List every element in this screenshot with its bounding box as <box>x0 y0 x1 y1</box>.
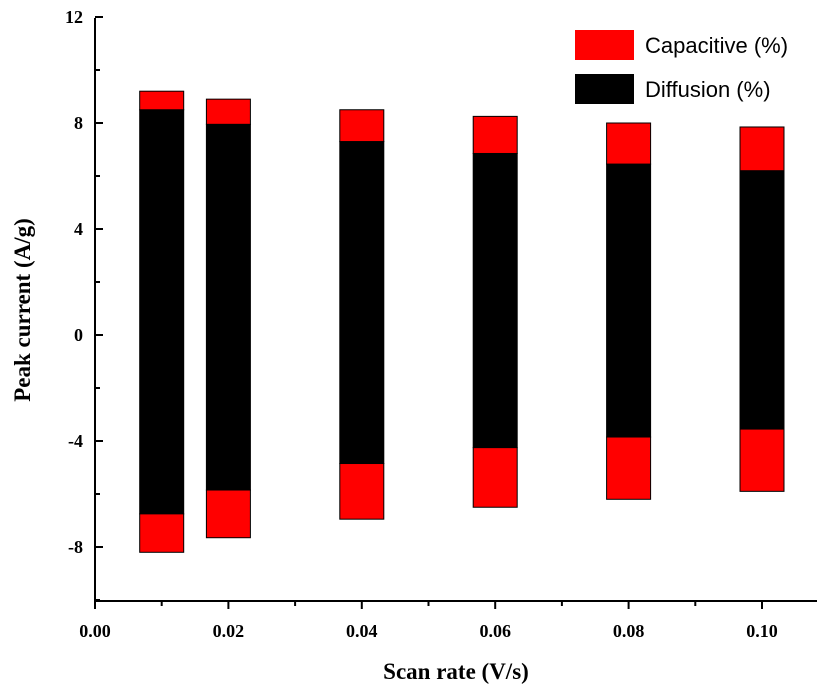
x-tick-label: 0.02 <box>213 621 245 641</box>
legend: Capacitive (%) Diffusion (%) <box>575 30 788 104</box>
y-tick-label: 0 <box>74 325 83 345</box>
bar-diffusion <box>339 141 385 465</box>
bar-capacitive-upper <box>739 126 785 172</box>
legend-swatch-diffusion <box>575 74 634 104</box>
y-tick-label: 8 <box>74 113 83 133</box>
axis-ticks: 12 8 4 0 -4 -8 0.00 0.02 0.04 0.06 0.08 0.10 <box>65 7 778 641</box>
bar-diffusion <box>472 152 518 449</box>
bar-diffusion <box>739 170 785 430</box>
bar-capacitive-upper <box>139 90 185 111</box>
bar-capacitive-lower <box>339 463 385 520</box>
y-axis-title: Peak current (A/g) <box>10 218 35 402</box>
bars <box>139 90 785 553</box>
bar-capacitive-upper <box>606 122 652 165</box>
x-tick-label: 0.00 <box>79 621 111 641</box>
bar-diffusion <box>139 109 185 515</box>
y-tick-label: -8 <box>68 537 83 557</box>
x-tick-label: 0.04 <box>346 621 378 641</box>
x-tick-label: 0.10 <box>746 621 778 641</box>
y-tick-label: 4 <box>74 219 83 239</box>
legend-label-capacitive: Capacitive (%) <box>645 33 788 58</box>
y-tick-label: -4 <box>68 431 83 451</box>
y-tick-label: 12 <box>65 7 83 27</box>
bar-capacitive-lower <box>739 428 785 492</box>
bar-capacitive-lower <box>139 513 185 553</box>
x-tick-label: 0.06 <box>479 621 511 641</box>
bar-diffusion <box>606 163 652 438</box>
bar-capacitive-lower <box>472 447 518 508</box>
bar-capacitive-lower <box>606 436 652 500</box>
bar-capacitive-lower <box>205 489 251 539</box>
x-axis-title: Scan rate (V/s) <box>383 659 529 684</box>
bar-capacitive-upper <box>472 115 518 154</box>
bar-capacitive-upper <box>205 98 251 125</box>
x-tick-label: 0.08 <box>613 621 645 641</box>
legend-label-diffusion: Diffusion (%) <box>645 77 771 102</box>
legend-swatch-capacitive <box>575 30 634 60</box>
bar-diffusion <box>205 123 251 491</box>
bar-capacitive-upper <box>339 109 385 143</box>
